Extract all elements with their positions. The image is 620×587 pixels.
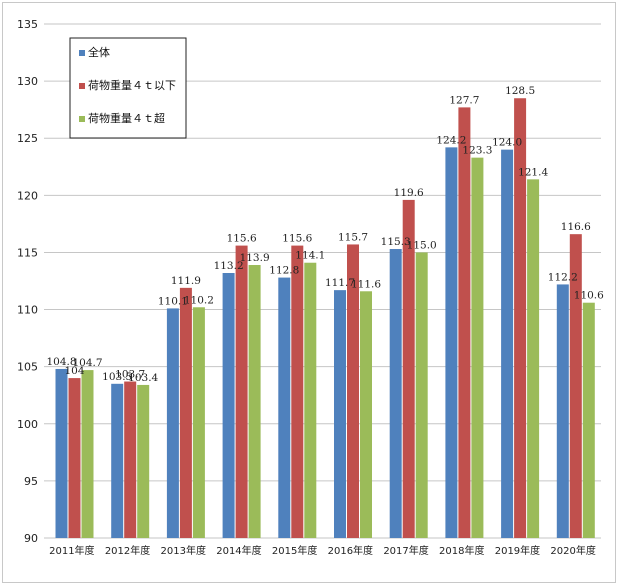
x-tick-label: 2019年度 <box>495 544 540 557</box>
bar <box>111 383 124 538</box>
x-tick-label: 2013年度 <box>161 544 206 557</box>
y-tick-label: 105 <box>17 361 38 374</box>
bar <box>55 368 68 538</box>
bar <box>304 262 317 538</box>
data-label: 103.4 <box>128 372 158 384</box>
x-tick-label: 2012年度 <box>105 544 150 557</box>
legend-label: 荷物重量４ｔ以下 <box>88 78 176 92</box>
y-tick-label: 120 <box>17 189 38 202</box>
bar <box>137 384 150 538</box>
data-label: 115.6 <box>227 233 257 245</box>
y-tick-label: 135 <box>17 18 38 31</box>
bar <box>278 277 291 538</box>
x-axis: 2011年度 2012年度 2013年度 2014年度 2015年度 2016年度 2017… <box>49 544 596 557</box>
y-tick-label: 125 <box>17 132 38 145</box>
bar <box>124 381 137 538</box>
data-label: 112.2 <box>548 271 578 283</box>
bar <box>501 149 514 538</box>
bar <box>458 107 471 538</box>
data-label: 115.6 <box>282 233 312 245</box>
data-label: 103.7 <box>115 369 145 381</box>
x-tick-label: 2016年度 <box>328 544 373 557</box>
bar <box>360 291 372 538</box>
bar <box>415 252 428 538</box>
x-tick-label: 2014年度 <box>216 544 261 557</box>
data-label: 116.6 <box>561 221 591 233</box>
data-label: 104.8 <box>46 356 76 368</box>
legend-swatch <box>79 116 85 122</box>
data-label: 124.0 <box>492 137 522 149</box>
y-tick-label: 100 <box>17 418 38 431</box>
bar <box>402 199 415 538</box>
legend-swatch <box>79 50 85 56</box>
data-label: 110.1 <box>158 295 188 307</box>
legend-box <box>69 37 187 139</box>
y-tick-label: 130 <box>17 75 38 88</box>
bar <box>291 245 304 538</box>
data-label: 104 <box>64 365 84 377</box>
y-tick-label: 110 <box>17 304 38 317</box>
x-tick-label: 2011年度 <box>49 544 94 557</box>
bar <box>68 378 81 538</box>
data-label: 115.0 <box>407 239 437 251</box>
data-label: 104.7 <box>72 357 102 369</box>
y-axis: 90 95 100 105 110 115 120 125 130 135 <box>17 18 38 545</box>
bar <box>166 308 179 538</box>
bar <box>334 290 346 538</box>
bar <box>556 284 569 538</box>
data-label: 124.2 <box>436 134 466 146</box>
bar <box>179 287 192 538</box>
data-label: 111.7 <box>325 277 355 289</box>
bar <box>471 157 484 538</box>
data-label: 121.4 <box>518 166 548 178</box>
data-label: 110.2 <box>184 294 214 306</box>
data-label: 113.9 <box>240 252 270 264</box>
bar <box>222 273 235 538</box>
data-label: 112.8 <box>269 265 299 277</box>
x-tick-label: 2020年度 <box>550 544 595 557</box>
data-label: 114.1 <box>295 250 325 262</box>
x-tick-label: 2018年度 <box>439 544 484 557</box>
bar <box>389 249 402 539</box>
bar <box>527 179 540 538</box>
x-tick-label: 2015年度 <box>272 544 317 557</box>
bar <box>248 265 261 538</box>
bar <box>582 302 595 538</box>
data-label: 111.9 <box>171 275 201 287</box>
bar <box>235 245 248 538</box>
data-label: 127.7 <box>449 94 479 106</box>
bar <box>445 147 458 539</box>
data-label: 128.5 <box>505 85 535 97</box>
data-label: 111.6 <box>351 278 381 290</box>
legend-swatch <box>79 83 85 89</box>
x-tick-label: 2017年度 <box>383 544 428 557</box>
bar <box>347 244 359 538</box>
bars <box>55 98 595 539</box>
data-label: 123.3 <box>462 145 492 157</box>
data-label: 103.5 <box>102 371 132 383</box>
bar <box>514 98 527 538</box>
y-tick-label: 115 <box>17 246 38 259</box>
legend-label: 荷物重量４ｔ超 <box>88 111 165 125</box>
bar <box>192 307 205 538</box>
legend-label: 全体 <box>88 45 110 59</box>
data-label: 113.2 <box>214 260 244 272</box>
bar <box>81 370 94 538</box>
data-label: 115.7 <box>338 231 368 243</box>
data-label: 115.3 <box>381 236 411 248</box>
y-tick-label: 95 <box>24 475 38 488</box>
y-tick-label: 90 <box>24 532 38 545</box>
bar <box>569 234 582 538</box>
data-label: 119.6 <box>394 187 424 199</box>
data-label: 110.6 <box>574 290 604 302</box>
